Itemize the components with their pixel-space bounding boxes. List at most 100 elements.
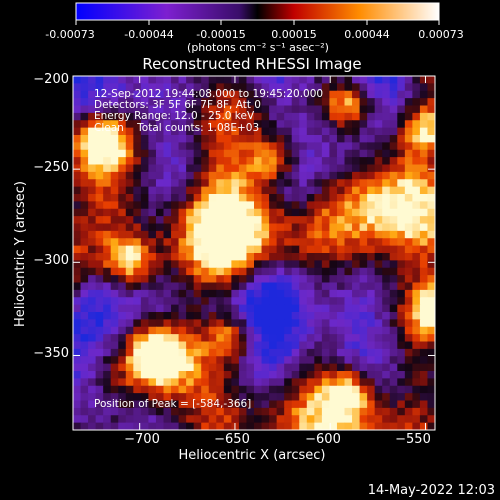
- heatmap-cell: [201, 363, 210, 372]
- heatmap-cell: [314, 348, 323, 357]
- heatmap-cell: [389, 260, 398, 269]
- heatmap-cell: [246, 142, 255, 151]
- heatmap-cell: [374, 282, 383, 291]
- heatmap-cell: [306, 105, 315, 114]
- heatmap-cell: [352, 393, 361, 402]
- heatmap-cell: [397, 179, 406, 188]
- heatmap-cell: [193, 326, 202, 335]
- heatmap-cell: [336, 157, 346, 166]
- heatmap-cell: [336, 90, 346, 99]
- heatmap-cell: [344, 76, 353, 84]
- heatmap-cell: [254, 341, 263, 350]
- heatmap-cell: [397, 112, 406, 121]
- heatmap-cell: [223, 230, 232, 239]
- heatmap-cell: [110, 312, 119, 320]
- heatmap-cell: [110, 216, 119, 225]
- heatmap-cell: [223, 149, 232, 158]
- heatmap-cell: [88, 422, 97, 430]
- heatmap-cell: [201, 334, 210, 343]
- heatmap-cell: [276, 282, 285, 291]
- heatmap-cell: [80, 319, 89, 328]
- heatmap-cell: [321, 105, 331, 114]
- heatmap-cell: [299, 260, 308, 269]
- heatmap-cell: [389, 415, 398, 424]
- heatmap-cell: [223, 208, 232, 217]
- heatmap-cell: [208, 164, 217, 173]
- heatmap-cell: [276, 275, 285, 284]
- heatmap-cell: [148, 98, 157, 107]
- heatmap-cell: [306, 378, 315, 387]
- heatmap-cell: [284, 230, 293, 239]
- heatmap-cell: [314, 179, 323, 188]
- heatmap-cell: [291, 230, 300, 239]
- heatmap-cell: [163, 171, 172, 180]
- heatmap-cell: [155, 378, 165, 387]
- heatmap-cell: [306, 157, 315, 166]
- heatmap-cell: [178, 127, 187, 136]
- heatmap-cell: [397, 171, 406, 180]
- heatmap-cell: [246, 393, 255, 402]
- heatmap-cell: [223, 275, 232, 284]
- heatmap-cell: [118, 267, 127, 276]
- heatmap-cell: [201, 385, 210, 394]
- heatmap-cell: [367, 142, 376, 151]
- annotation-block: 12-Sep-2012 19:44:08.000 to 19:45:20.000…: [94, 88, 323, 134]
- heatmap-cell: [352, 260, 361, 269]
- heatmap-cell: [329, 120, 338, 129]
- heatmap-cell: [427, 120, 435, 129]
- heatmap-cell: [321, 415, 331, 424]
- heatmap-cell: [404, 157, 413, 166]
- heatmap-cell: [80, 348, 89, 357]
- heatmap-cell: [178, 289, 187, 298]
- heatmap-cell: [88, 304, 97, 313]
- heatmap-cell: [419, 304, 429, 313]
- heatmap-cell: [404, 319, 413, 328]
- heatmap-cell: [427, 415, 435, 424]
- heatmap-cell: [269, 356, 278, 365]
- heatmap-cell: [88, 194, 97, 202]
- heatmap-cell: [419, 208, 429, 217]
- heatmap-cell: [80, 186, 89, 195]
- heatmap-cell: [118, 282, 127, 291]
- heatmap-cell: [88, 238, 97, 247]
- heatmap-cell: [389, 253, 398, 261]
- heatmap-cell: [201, 297, 210, 306]
- heatmap-cell: [110, 135, 119, 143]
- heatmap-cell: [321, 312, 331, 320]
- heatmap-cell: [254, 371, 263, 379]
- heatmap-cell: [359, 334, 368, 343]
- heatmap-cell: [201, 407, 210, 416]
- heatmap-cell: [246, 356, 255, 365]
- heatmap-cell: [269, 312, 278, 320]
- heatmap-cell: [284, 120, 293, 129]
- heatmap-cell: [208, 253, 217, 261]
- heatmap-cell: [382, 201, 391, 210]
- heatmap-cell: [389, 341, 398, 350]
- heatmap-cell: [103, 105, 112, 114]
- heatmap-cell: [344, 297, 353, 306]
- heatmap-cell: [404, 171, 413, 180]
- heatmap-cell: [321, 164, 331, 173]
- heatmap-cell: [412, 334, 421, 343]
- heatmap-cell: [397, 297, 406, 306]
- heatmap-cell: [374, 253, 383, 261]
- heatmap-cell: [329, 289, 338, 298]
- heatmap-cell: [163, 112, 172, 121]
- heatmap-cell: [291, 385, 300, 394]
- heatmap-cell: [201, 341, 210, 350]
- heatmap-cell: [261, 186, 270, 195]
- heatmap-cell: [427, 245, 435, 254]
- heatmap-cell: [299, 127, 308, 136]
- heatmap-cell: [103, 334, 112, 343]
- heatmap-cell: [306, 76, 315, 84]
- heatmap-cell: [186, 319, 195, 328]
- heatmap-cell: [336, 164, 346, 173]
- heatmap-cell: [427, 385, 435, 394]
- heatmap-cell: [95, 334, 104, 343]
- heatmap-cell: [155, 157, 165, 166]
- heatmap-cell: [110, 105, 119, 114]
- heatmap-cell: [269, 135, 278, 143]
- heatmap-cell: [208, 157, 217, 166]
- heatmap-cell: [201, 216, 210, 225]
- heatmap-cell: [125, 142, 134, 151]
